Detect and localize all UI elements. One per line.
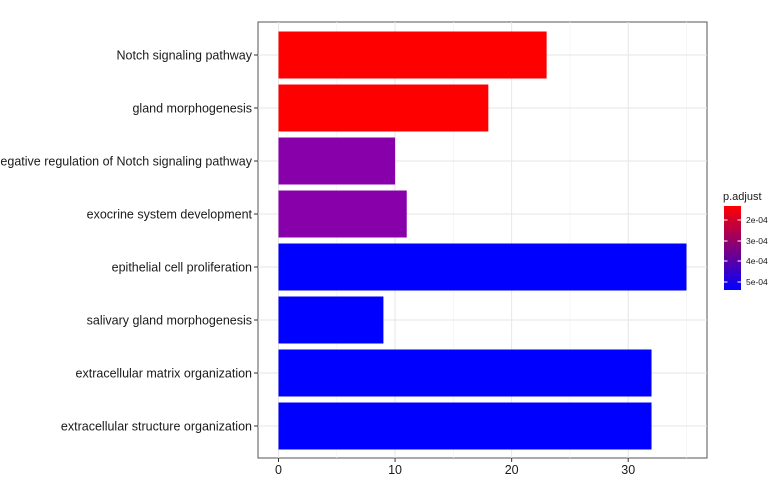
- y-tick-label: extracellular structure organization: [61, 420, 252, 434]
- x-tick-label: 30: [621, 463, 635, 477]
- y-tick-label: negative regulation of Notch signaling p…: [0, 155, 253, 169]
- y-tick-label: salivary gland morphogenesis: [87, 314, 252, 328]
- bar-1: [278, 31, 547, 79]
- legend-ticks: 2e-04 3e-04 4e-04 5e-04: [724, 215, 768, 287]
- legend: p.adjust 2e-04 3e-04 4e-04 5e-04: [723, 191, 768, 290]
- bar-8: [278, 402, 652, 450]
- y-tick-label: gland morphogenesis: [132, 102, 252, 116]
- legend-colorbar: [724, 206, 741, 290]
- legend-tick-label: 3e-04: [746, 236, 768, 246]
- legend-tick-label: 5e-04: [746, 277, 768, 287]
- bar-4: [278, 190, 407, 238]
- x-tick-labels: 0 10 20 30: [275, 458, 635, 477]
- x-tick-label: 0: [275, 463, 282, 477]
- bars-group: [278, 31, 687, 450]
- y-tick-label: epithelial cell proliferation: [112, 261, 252, 275]
- x-tick-label: 20: [505, 463, 519, 477]
- bar-7: [278, 349, 652, 397]
- bar-3: [278, 137, 396, 185]
- x-tick-label: 10: [388, 463, 402, 477]
- bar-6: [278, 296, 384, 344]
- y-tick-label: exocrine system development: [87, 208, 253, 222]
- y-tick-label: Notch signaling pathway: [117, 49, 253, 63]
- legend-title: p.adjust: [723, 191, 762, 203]
- bar-5: [278, 243, 687, 291]
- legend-tick-label: 4e-04: [746, 256, 768, 266]
- y-tick-label: extracellular matrix organization: [76, 367, 253, 381]
- bar-2: [278, 84, 489, 132]
- legend-tick-label: 2e-04: [746, 215, 768, 225]
- y-tick-labels: Notch signaling pathway gland morphogenes…: [0, 49, 258, 434]
